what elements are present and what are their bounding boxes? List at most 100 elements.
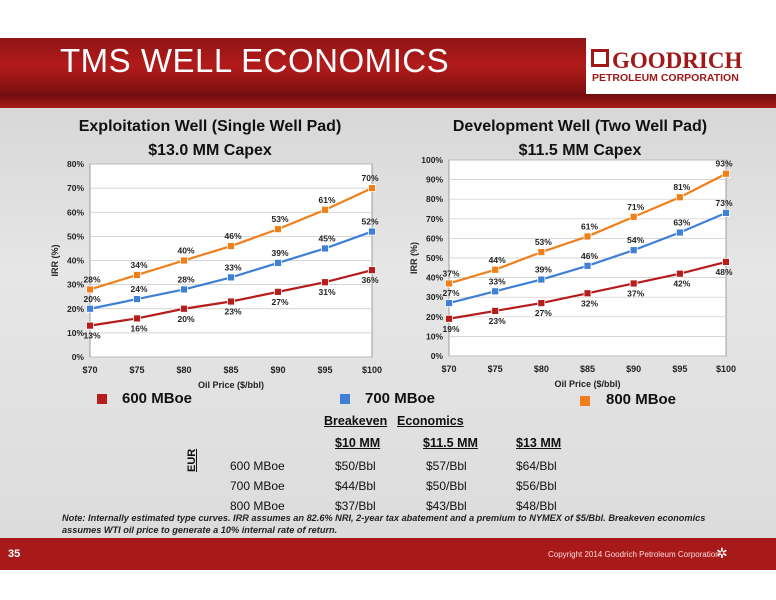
data-point — [491, 307, 500, 315]
data-point — [629, 279, 638, 288]
data-point — [675, 193, 684, 202]
table-cell: $44/Bbl — [335, 479, 376, 493]
y-tick-label: 80% — [67, 159, 84, 169]
logo-mark-icon — [591, 49, 609, 67]
table-cell: $48/Bbl — [516, 499, 557, 513]
y-tick-label: 70% — [67, 183, 84, 193]
data-label: 20% — [83, 294, 100, 304]
data-point — [537, 275, 546, 284]
data-label: 61% — [318, 195, 335, 205]
data-label: 33% — [489, 276, 506, 286]
x-tick-label: $80 — [534, 364, 549, 374]
y-axis-label: IRR (%) — [50, 245, 60, 277]
table-cell: $64/Bbl — [516, 459, 557, 473]
data-point — [227, 242, 235, 250]
y-tick-label: 90% — [426, 175, 443, 185]
table-cell: $43/Bbl — [426, 499, 467, 513]
data-point — [321, 278, 329, 287]
logo-name: GOODRICH — [612, 48, 743, 73]
data-point — [445, 279, 453, 288]
table-cell: $56/Bbl — [516, 479, 557, 493]
y-tick-label: 20% — [67, 304, 84, 314]
data-label: 28% — [83, 274, 100, 284]
breakeven-title-a: Breakeven — [324, 414, 388, 428]
x-tick-label: $70 — [441, 364, 456, 374]
data-label: 45% — [318, 233, 335, 243]
legend-swatch-700 — [340, 394, 350, 404]
y-tick-label: 0% — [72, 352, 85, 362]
data-label: 70% — [361, 173, 378, 183]
legend-label-800: 800 MBoe — [606, 391, 677, 408]
table-row-label: 600 MBoe — [230, 459, 285, 473]
data-label: 37% — [442, 268, 459, 278]
column-header: $10 MM — [335, 436, 381, 450]
data-label: 54% — [627, 235, 644, 245]
data-label: 53% — [271, 214, 288, 224]
data-point — [491, 287, 500, 296]
breakeven-title-b: Economics — [397, 414, 464, 428]
column-header: $13 MM — [516, 436, 562, 450]
y-tick-label: 70% — [426, 214, 443, 224]
table-cell: $50/Bbl — [426, 479, 467, 493]
x-tick-label: $85 — [580, 364, 595, 374]
data-label: 37% — [627, 288, 644, 298]
data-point — [368, 266, 376, 275]
data-label: 44% — [489, 255, 506, 265]
data-label: 27% — [271, 297, 288, 307]
data-point — [133, 314, 141, 323]
data-point — [86, 304, 94, 313]
data-point — [583, 232, 592, 241]
y-axis-label: IRR (%) — [409, 242, 419, 274]
data-label: 39% — [271, 248, 288, 258]
y-tick-label: 40% — [426, 273, 443, 283]
data-point — [86, 321, 94, 330]
table-cell: $50/Bbl — [335, 459, 376, 473]
data-label: 46% — [224, 231, 241, 241]
data-point — [86, 285, 94, 294]
legend-label-700: 700 MBoe — [365, 390, 436, 407]
x-tick-label: $95 — [317, 365, 332, 375]
data-label: 28% — [177, 274, 194, 284]
x-axis-label: Oil Price ($/bbl) — [554, 379, 620, 389]
chart-1-subtitle: $13.0 MM Capex — [148, 142, 272, 159]
x-tick-label: $90 — [270, 365, 285, 375]
data-point — [133, 271, 141, 279]
data-point — [180, 285, 188, 294]
data-point — [274, 287, 282, 296]
data-label: 71% — [627, 202, 644, 212]
table-row-label: 800 MBoe — [230, 499, 285, 513]
y-tick-label: 100% — [421, 155, 443, 165]
x-tick-label: $75 — [488, 364, 503, 374]
data-point — [274, 259, 282, 267]
data-label: 46% — [581, 251, 598, 261]
data-label: 20% — [177, 314, 194, 324]
y-tick-label: 50% — [67, 231, 84, 241]
data-point — [491, 265, 500, 274]
data-label: 61% — [581, 221, 598, 231]
data-label: 19% — [442, 324, 459, 334]
data-point — [722, 258, 730, 266]
x-tick-label: $80 — [176, 365, 191, 375]
x-tick-label: $70 — [82, 365, 97, 375]
footnote: Note: Internally estimated type curves. … — [62, 513, 706, 535]
copyright: Copyright 2014 Goodrich Petroleum Corpor… — [548, 550, 720, 559]
data-label: 24% — [130, 284, 147, 294]
legend-label-600: 600 MBoe — [122, 390, 193, 407]
logo-subtitle: PETROLEUM CORPORATION — [592, 72, 739, 84]
page-number: 35 — [8, 548, 21, 560]
y-tick-label: 40% — [67, 256, 84, 266]
x-tick-label: $75 — [129, 365, 144, 375]
data-label: 27% — [535, 308, 552, 318]
gear-icon: ✲ — [716, 545, 728, 561]
data-point — [537, 248, 546, 257]
accent-bar — [0, 94, 776, 108]
data-point — [180, 256, 188, 265]
data-label: 73% — [715, 198, 732, 208]
legend-swatch-800 — [580, 396, 590, 406]
data-label: 31% — [318, 287, 335, 297]
x-tick-label: $100 — [362, 365, 382, 375]
chart-1-title: Exploitation Well (Single Well Pad) — [78, 118, 342, 135]
data-point — [227, 297, 235, 306]
data-point — [722, 209, 730, 217]
data-point — [629, 212, 638, 221]
